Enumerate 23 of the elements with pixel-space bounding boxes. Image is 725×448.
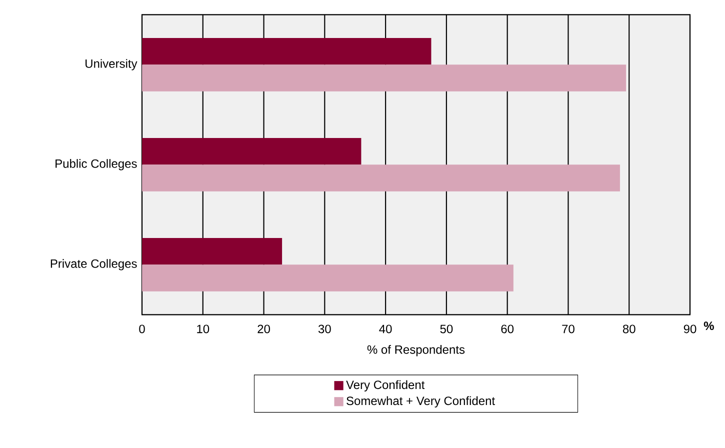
x-tick-label: 90 (684, 324, 696, 334)
bar (142, 264, 514, 292)
x-tick-label: 10 (197, 324, 210, 334)
bar (142, 238, 282, 265)
x-tick-label: 20 (258, 324, 270, 334)
x-tick-label: 30 (318, 324, 331, 334)
legend-label: Very Confident (346, 380, 425, 392)
legend-label: Somewhat + Very Confident (346, 396, 495, 408)
y-tick-label: University (86, 59, 138, 70)
x-tick-label: 80 (622, 324, 636, 334)
bar (142, 64, 626, 92)
text: % (704, 322, 714, 330)
x-tick-label: 70 (562, 324, 574, 334)
bar (142, 164, 620, 192)
x-tick-label: 60 (501, 324, 514, 334)
x-tick-label: 0 (139, 324, 145, 334)
y-tick-label: Private Colleges (50, 259, 137, 270)
x-axis-title: % of Respondents (367, 345, 465, 356)
x-tick-label: 50 (440, 324, 453, 334)
bar (142, 138, 362, 165)
x-tick-label: 40 (379, 324, 392, 334)
y-tick-label: Public Colleges (56, 159, 137, 170)
bar (142, 38, 432, 65)
